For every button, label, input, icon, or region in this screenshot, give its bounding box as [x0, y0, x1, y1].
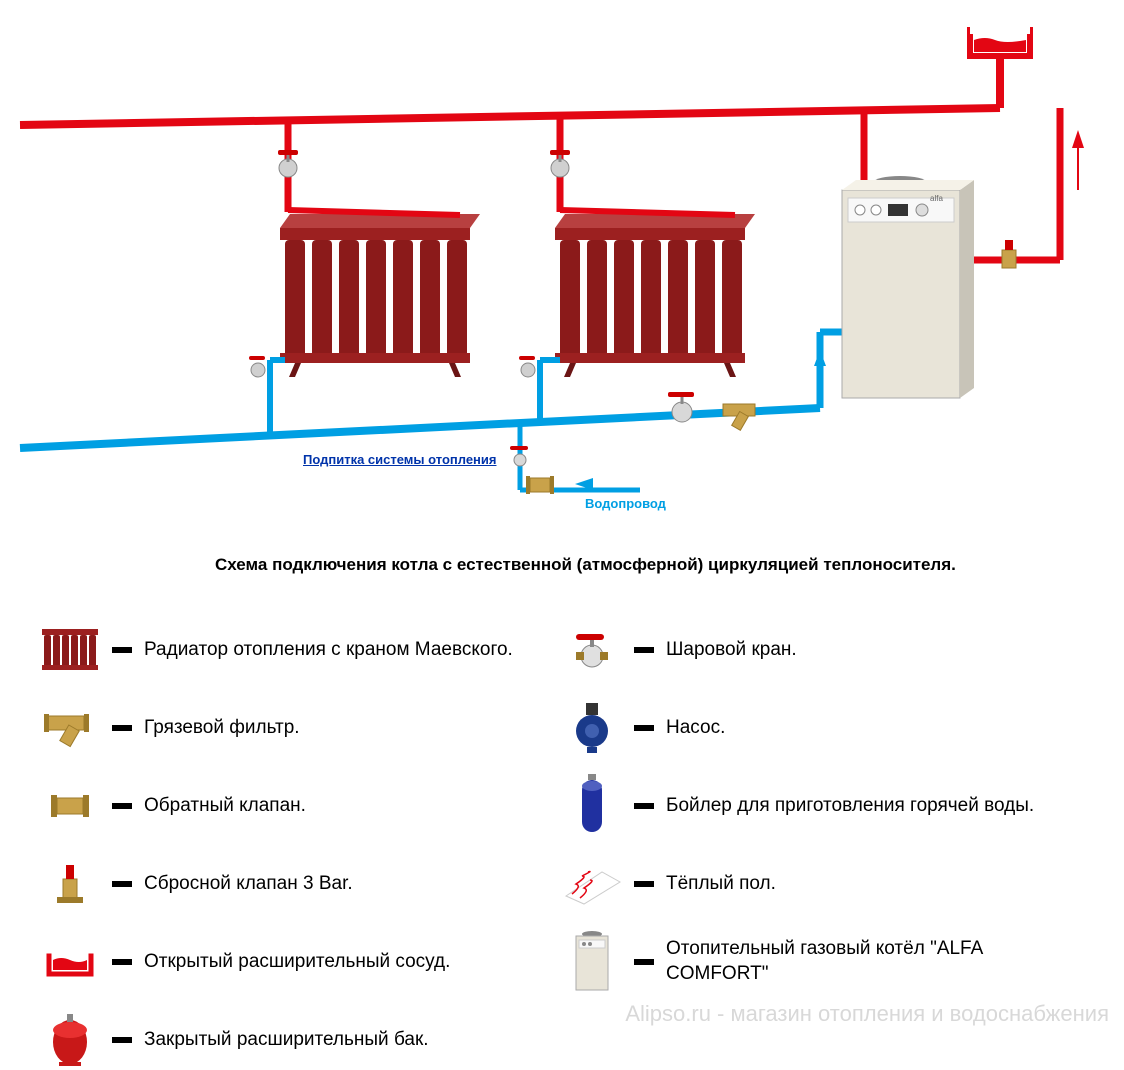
pump-icon — [562, 698, 622, 758]
relief-valve-icon — [40, 854, 100, 914]
legend-check-valve: Обратный клапан. — [40, 776, 562, 836]
radiator-2 — [555, 214, 755, 377]
legend-label: Насос. — [666, 716, 725, 741]
legend-radiator: Радиатор отопления с краном Маевского. — [40, 620, 562, 680]
feed-ball-valve — [510, 446, 528, 466]
gas-boiler: alfa — [842, 176, 974, 398]
legend-boiler: Отопительный газовый котёл "ALFA COMFORT… — [562, 932, 1084, 992]
legend-pump: Насос. — [562, 698, 1084, 758]
legend-dash — [112, 959, 132, 965]
legend-relief-valve: Сбросной клапан 3 Bar. — [40, 854, 562, 914]
check-valve-icon — [40, 776, 100, 836]
legend-label: Закрытый расширительный бак. — [144, 1028, 429, 1053]
water-heater-icon — [562, 776, 622, 836]
legend-left-column: Радиатор отопления с краном Маевского. Г… — [40, 620, 562, 1070]
check-valve-feed — [526, 476, 554, 494]
legend-label: Грязевой фильтр. — [144, 716, 300, 741]
valve-cold-rad1 — [249, 356, 265, 377]
legend-ball-valve: Шаровой кран. — [562, 620, 1084, 680]
flow-arrow-up — [1072, 130, 1084, 148]
legend-label: Шаровой кран. — [666, 638, 797, 663]
hot-main-pipe — [20, 108, 1000, 125]
legend-dash — [112, 647, 132, 653]
radiator-1 — [280, 214, 480, 377]
legend-open-tank: Открытый расширительный сосуд. — [40, 932, 562, 992]
valve-hot-rad1 — [278, 150, 298, 177]
legend-dash — [634, 725, 654, 731]
valve-hot-rad2 — [550, 150, 570, 177]
legend-floor-heating: Тёплый пол. — [562, 854, 1084, 914]
feed-label: Подпитка системы отопления — [303, 452, 496, 467]
relief-valve-icon — [1002, 240, 1016, 268]
svg-text:alfa: alfa — [930, 194, 943, 203]
legend-label: Обратный клапан. — [144, 794, 306, 819]
closed-tank-icon — [40, 1010, 100, 1070]
radiator-icon — [40, 620, 100, 680]
watermark-text: Alipso.ru - магазин отопления и водоснаб… — [625, 1001, 1109, 1027]
legend-dash — [112, 881, 132, 887]
legend-label: Открытый расширительный сосуд. — [144, 950, 450, 975]
legend-dash — [112, 1037, 132, 1043]
floor-heating-icon — [562, 854, 622, 914]
open-tank-icon — [40, 932, 100, 992]
filter-icon — [40, 698, 100, 758]
valve-cold-rad2 — [519, 356, 535, 377]
legend-dash — [634, 881, 654, 887]
legend-label: Радиатор отопления с краном Маевского. — [144, 638, 513, 663]
heating-schematic: alfa Подпитка с — [0, 0, 1124, 560]
legend-closed-tank: Закрытый расширительный бак. — [40, 1010, 562, 1070]
water-supply-label: Водопровод — [585, 496, 666, 511]
legend-filter: Грязевой фильтр. — [40, 698, 562, 758]
flow-arrow-boiler-in — [814, 350, 826, 366]
legend-dash — [634, 803, 654, 809]
cold-main-pipe — [20, 408, 820, 448]
ball-valve-icon — [562, 620, 622, 680]
diagram-caption: Схема подключения котла с естественной (… — [215, 555, 956, 575]
legend-label: Тёплый пол. — [666, 872, 776, 897]
legend-dash — [634, 959, 654, 965]
expansion-tank-icon — [970, 30, 1030, 56]
legend-dash — [634, 647, 654, 653]
legend-dash — [112, 803, 132, 809]
boiler-icon — [562, 932, 622, 992]
mud-filter — [723, 404, 755, 430]
legend-water-heater: Бойлер для приготовления горячей воды. — [562, 776, 1084, 836]
legend-label: Отопительный газовый котёл "ALFA COMFORT… — [666, 937, 1084, 986]
legend-label: Сбросной клапан 3 Bar. — [144, 872, 353, 897]
legend-label: Бойлер для приготовления горячей воды. — [666, 794, 1034, 819]
legend-dash — [112, 725, 132, 731]
